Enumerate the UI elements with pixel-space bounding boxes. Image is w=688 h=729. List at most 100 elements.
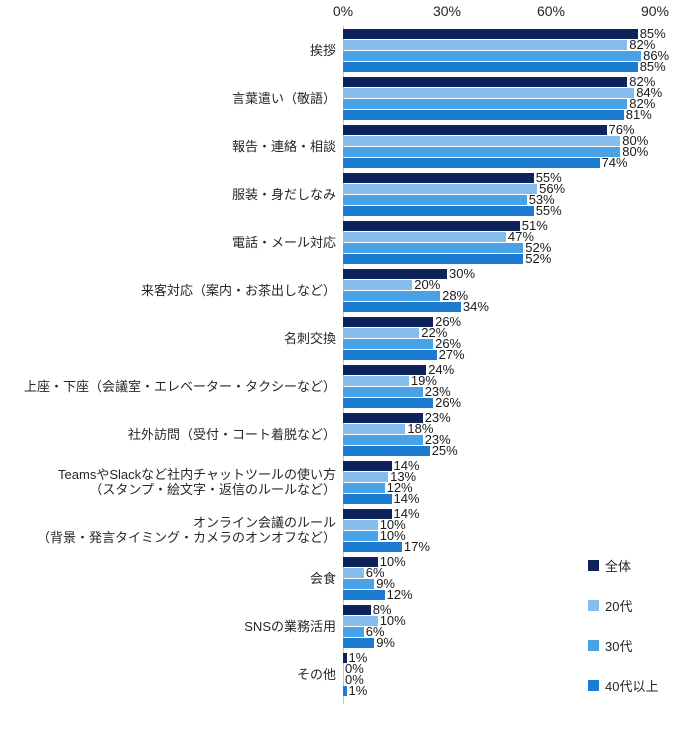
value-label: 26% — [435, 335, 462, 351]
bar-row: 27% — [343, 348, 465, 361]
value-label: 25% — [431, 442, 458, 458]
legend-label: 40代以上 — [605, 678, 659, 694]
value-label: 12% — [386, 586, 413, 602]
bar — [343, 50, 642, 61]
bar-stack: 51% 47% 52% 52% — [343, 217, 551, 265]
value-label: 85% — [639, 25, 666, 41]
bar-stack: 26% 22% 26% 27% — [343, 315, 465, 361]
legend-item: 全体 — [588, 558, 658, 574]
legend-label: 全体 — [605, 558, 632, 574]
bar-row: 74% — [343, 154, 648, 170]
bar-row: 23% — [343, 431, 458, 447]
value-label: 23% — [424, 409, 451, 425]
bar — [343, 290, 441, 301]
legend: 全体 20代 30代 40代以上 — [588, 558, 658, 718]
category-label: 電話・メール対応 — [231, 234, 336, 250]
value-label: 14% — [393, 505, 420, 521]
bar — [343, 183, 538, 194]
bar — [343, 412, 423, 423]
bar-group: 電話・メール対応 51% 47% 52% 52% — [0, 218, 688, 266]
value-label: 56% — [539, 180, 566, 196]
bar-stack: 1% 0% 0% 1% — [343, 649, 368, 698]
bar — [343, 135, 621, 146]
bar-row: 12% — [343, 586, 413, 602]
legend-label: 30代 — [605, 638, 633, 654]
bar — [343, 567, 364, 578]
legend-item: 20代 — [588, 598, 658, 614]
bar-row: 13% — [343, 468, 420, 484]
bar-row: 52% — [343, 241, 551, 254]
value-label: 76% — [608, 121, 635, 137]
value-label: 19% — [410, 372, 437, 388]
bar-row: 26% — [343, 394, 462, 410]
value-label: 13% — [390, 468, 417, 484]
bar-row: 84% — [343, 84, 663, 100]
bar-row: 14% — [343, 505, 430, 521]
bar-row: 47% — [343, 228, 551, 244]
bar — [343, 172, 534, 183]
value-label: 10% — [379, 527, 406, 543]
bar-row: 86% — [343, 47, 670, 63]
value-label: 23% — [424, 431, 451, 447]
bar — [343, 578, 375, 589]
bar-row: 24% — [343, 363, 461, 376]
bar-group: オンライン会議のルール （背景・発言タイミング・カメラのオンオフなど） 14% 10… — [0, 506, 688, 554]
value-label: 86% — [643, 47, 670, 63]
bar-row: 23% — [343, 409, 458, 425]
bar — [343, 434, 423, 445]
bar — [343, 375, 409, 386]
bar-row: 1% — [343, 682, 368, 698]
bar — [343, 637, 375, 648]
bar-row: 10% — [343, 518, 430, 531]
bar-group: SNSの業務活用 8% 10% 6% 9% — [0, 602, 688, 650]
legend-swatch — [588, 679, 599, 691]
bar — [343, 157, 600, 168]
value-label: 0% — [345, 671, 364, 687]
bar-stack: 76% 80% 80% 74% — [343, 121, 648, 170]
bar-row: 6% — [343, 566, 413, 579]
value-label: 81% — [625, 106, 652, 122]
bar — [343, 615, 378, 626]
bar-row: 82% — [343, 75, 662, 88]
bar — [343, 471, 389, 482]
bar-group: 上座・下座（会議室・エレベーター・タクシーなど） 24% 19% 23% 26% — [0, 362, 688, 410]
legend-label: 20代 — [605, 598, 633, 614]
value-label: 1% — [348, 649, 368, 665]
bar — [343, 316, 434, 327]
bar-row: 0% — [343, 671, 367, 687]
bar-row: 28% — [343, 289, 489, 302]
category-label: 社外訪問（受付・コート着脱など） — [127, 426, 336, 442]
bar-stack: 23% 18% 23% 25% — [343, 409, 458, 458]
value-label: 47% — [507, 228, 534, 244]
bar — [343, 242, 524, 253]
value-label: 6% — [365, 623, 385, 639]
legend-item: 40代以上 — [588, 678, 659, 694]
bar-row: 81% — [343, 106, 662, 122]
bar — [343, 231, 506, 242]
bar-row: 55% — [343, 204, 565, 217]
bar — [343, 39, 628, 50]
category-label: 服装・身だしなみ — [231, 186, 336, 202]
value-label: 51% — [521, 217, 548, 233]
bar-row: 9% — [343, 636, 406, 649]
value-label: 10% — [379, 553, 406, 569]
bar — [343, 685, 347, 696]
value-label: 84% — [636, 84, 663, 100]
bar — [343, 508, 392, 519]
value-label: 0% — [345, 660, 364, 676]
bar — [343, 460, 392, 471]
value-label: 14% — [393, 457, 420, 473]
value-label: 14% — [393, 490, 420, 506]
category-label: その他 — [296, 666, 336, 682]
value-label: 26% — [435, 394, 462, 410]
bar — [343, 220, 520, 231]
bar — [343, 98, 628, 109]
value-label: 55% — [535, 169, 562, 185]
value-label: 1% — [348, 682, 368, 698]
bar-group: 名刺交換 26% 22% 26% 27% — [0, 314, 688, 362]
value-label: 74% — [601, 154, 628, 170]
bar-group: 来客対応（案内・お茶出しなど） 30% 20% 28% 34% — [0, 266, 688, 314]
bar-row: 55% — [343, 169, 565, 185]
bar-row: 6% — [343, 623, 406, 639]
x-axis-tick: 30% — [432, 3, 462, 19]
